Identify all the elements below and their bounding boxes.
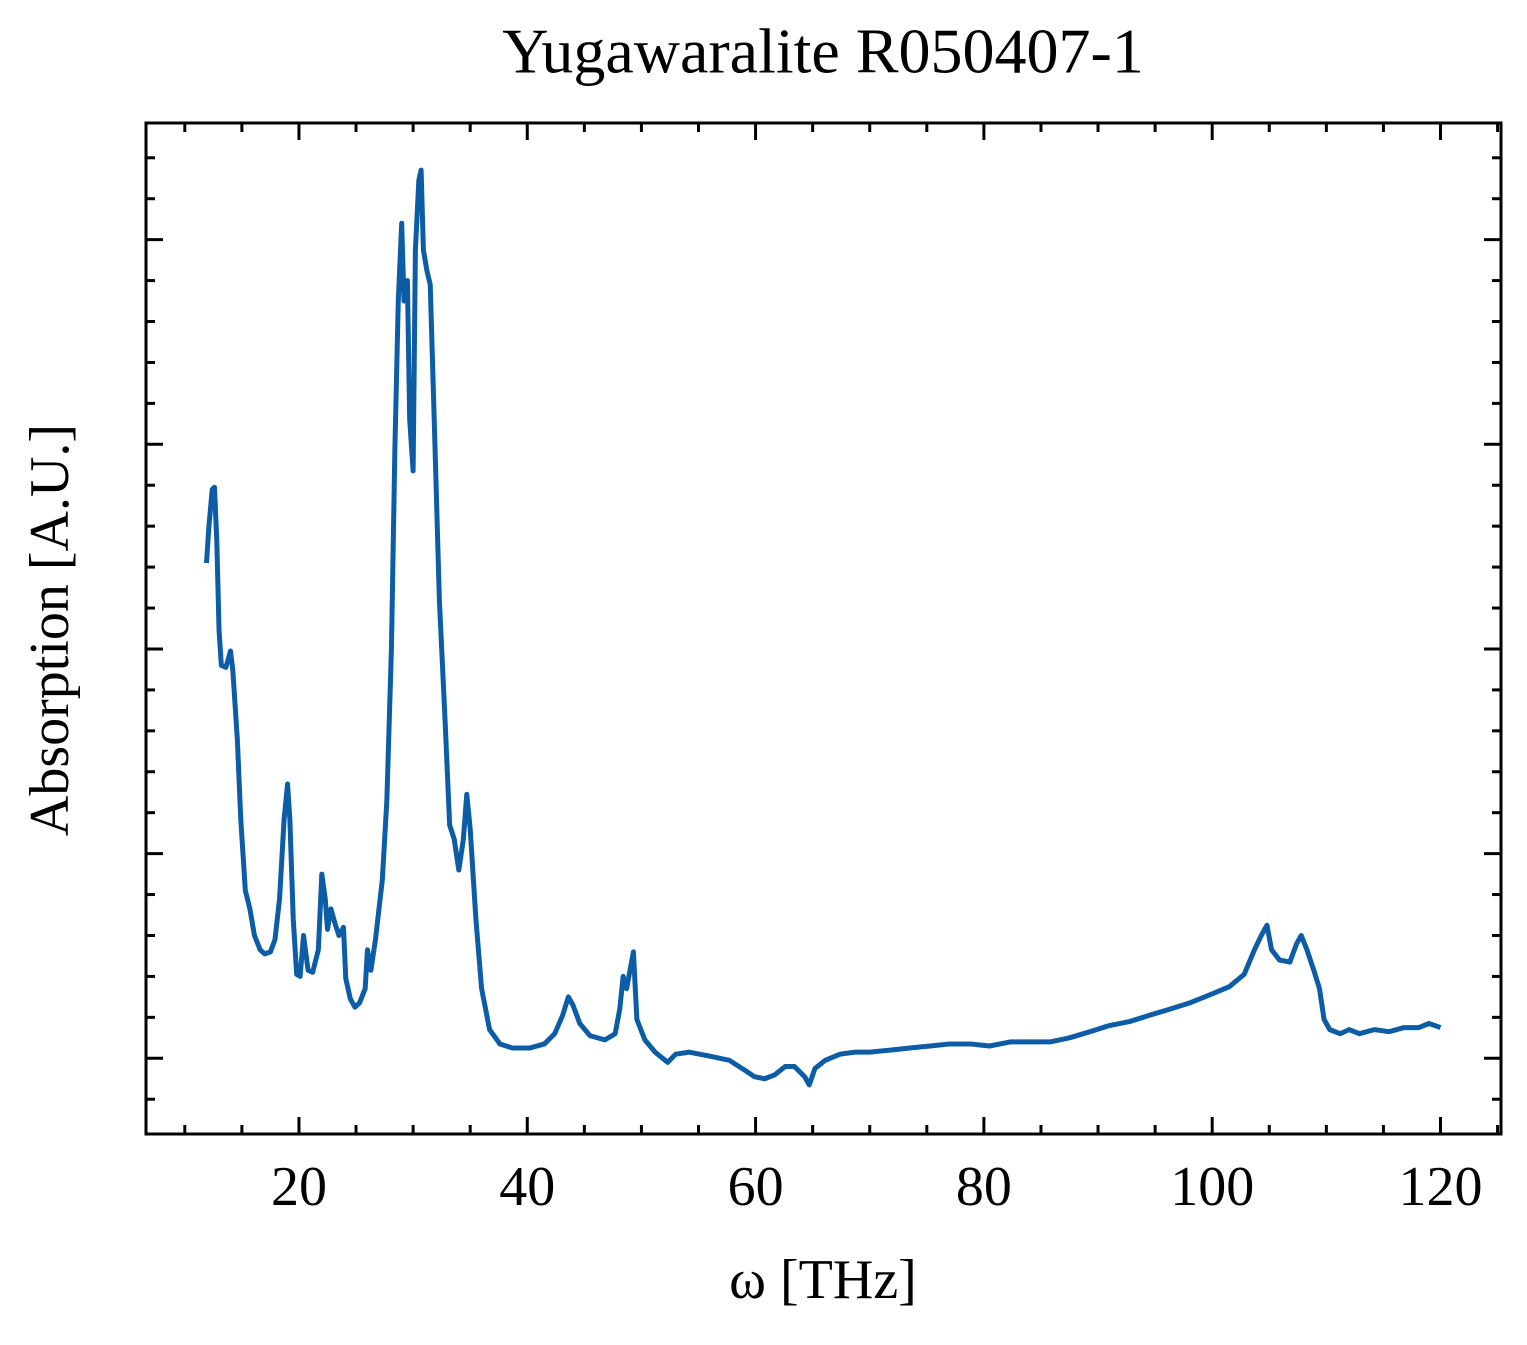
x-axis-label: ω [THz] — [729, 1249, 917, 1311]
x-tick-label: 80 — [956, 1156, 1012, 1218]
y-axis-label: Absorption [A.U.] — [19, 424, 81, 836]
chart-title: Yugawaralite R050407-1 — [502, 16, 1144, 87]
plot-frame — [144, 121, 1503, 1136]
x-tick-label: 120 — [1398, 1156, 1482, 1218]
data-line — [204, 167, 1442, 1088]
x-tick-label: 100 — [1170, 1156, 1254, 1218]
x-tick-label: 40 — [499, 1156, 555, 1218]
x-tick-label: 60 — [728, 1156, 784, 1218]
x-tick-label: 20 — [271, 1156, 327, 1218]
